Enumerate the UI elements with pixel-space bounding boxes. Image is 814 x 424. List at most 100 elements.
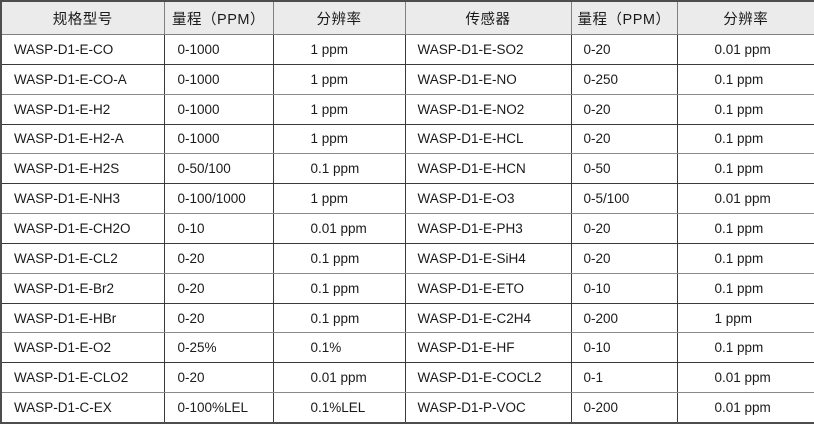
cell-model-left: WASP-D1-E-CL2	[1, 243, 165, 274]
cell-model-left: WASP-D1-E-H2-A	[1, 124, 165, 155]
column-header-sensor-right: 传感器	[405, 1, 572, 35]
cell-model-left: WASP-D1-E-HBr	[1, 303, 165, 334]
cell-resolution-right: 0.1 ppm	[677, 213, 814, 244]
cell-range-right: 0-1	[571, 362, 678, 394]
cell-model-left: WASP-D1-E-O2	[1, 332, 165, 364]
cell-sensor-right: WASP-D1-E-HF	[405, 332, 572, 364]
cell-range-right: 0-50	[571, 153, 678, 185]
cell-range-right: 0-20	[571, 213, 678, 244]
cell-resolution-right: 0.1 ppm	[677, 243, 814, 274]
cell-range-left: 0-1000	[164, 94, 274, 125]
table-row: WASP-D1-E-H2-A 0-1000 1 ppm WASP-D1-E-HCL 0-…	[1, 124, 814, 155]
cell-range-right: 0-10	[571, 332, 678, 364]
cell-range-left: 0-20	[164, 243, 274, 274]
cell-resolution-right: 0.1 ppm	[677, 124, 814, 155]
cell-sensor-right: WASP-D1-E-C2H4	[405, 303, 572, 334]
cell-sensor-right: WASP-D1-E-SiH4	[405, 243, 572, 274]
cell-range-left: 0-1000	[164, 64, 274, 95]
cell-resolution-right: 0.1 ppm	[677, 273, 814, 304]
cell-model-left: WASP-D1-E-NH3	[1, 183, 165, 215]
table-row: WASP-D1-E-CO-A 0-1000 1 ppm WASP-D1-E-NO 0-2…	[1, 64, 814, 95]
cell-sensor-right: WASP-D1-E-HCN	[405, 153, 572, 185]
cell-resolution-left: 1 ppm	[273, 94, 406, 125]
cell-sensor-right: WASP-D1-E-NO2	[405, 94, 572, 125]
cell-range-left: 0-1000	[164, 34, 274, 65]
table-row: WASP-D1-E-CLO2 0-20 0.01 ppm WASP-D1-E-COCL…	[1, 362, 814, 394]
table-row: WASP-D1-E-H2S 0-50/100 0.1 ppm WASP-D1-E-HC…	[1, 153, 814, 185]
table-row: WASP-D1-E-Br2 0-20 0.1 ppm WASP-D1-E-ETO 0-1…	[1, 273, 814, 304]
cell-range-left: 0-20	[164, 303, 274, 334]
cell-sensor-right: WASP-D1-E-PH3	[405, 213, 572, 244]
cell-resolution-left: 1 ppm	[273, 183, 406, 215]
cell-resolution-left: 0.01 ppm	[273, 362, 406, 394]
cell-range-left: 0-100%LEL	[164, 392, 274, 423]
cell-sensor-right: WASP-D1-E-SO2	[405, 34, 572, 65]
cell-resolution-left: 0.01 ppm	[273, 213, 406, 244]
cell-resolution-left: 1 ppm	[273, 34, 406, 65]
cell-model-left: WASP-D1-E-CLO2	[1, 362, 165, 394]
cell-range-right: 0-200	[571, 303, 678, 334]
table-body: WASP-D1-E-CO 0-1000 1 ppm WASP-D1-E-SO2 0-20…	[1, 34, 814, 423]
cell-range-right: 0-10	[571, 273, 678, 304]
table-row: WASP-D1-E-CL2 0-20 0.1 ppm WASP-D1-E-SiH4 0-…	[1, 243, 814, 274]
cell-sensor-right: WASP-D1-E-NO	[405, 64, 572, 95]
cell-resolution-right: 0.1 ppm	[677, 153, 814, 185]
table-row: WASP-D1-E-HBr 0-20 0.1 ppm WASP-D1-E-C2H4 0-…	[1, 303, 814, 334]
column-header-range-right: 量程（PPM）	[571, 1, 678, 35]
column-header-resolution-left: 分辨率	[273, 1, 406, 35]
cell-range-right: 0-5/100	[571, 183, 678, 215]
cell-resolution-right: 0.01 ppm	[677, 34, 814, 65]
table-header: 规格型号 量程（PPM） 分辨率 传感器 量程（PPM） 分辨率	[1, 1, 814, 35]
cell-resolution-right: 0.1 ppm	[677, 332, 814, 364]
cell-resolution-right: 1 ppm	[677, 303, 814, 334]
cell-resolution-left: 0.1%LEL	[273, 392, 406, 423]
cell-range-right: 0-20	[571, 34, 678, 65]
cell-range-right: 0-20	[571, 243, 678, 274]
cell-model-left: WASP-D1-E-CO	[1, 34, 165, 65]
cell-range-left: 0-20	[164, 362, 274, 394]
cell-resolution-right: 0.01 ppm	[677, 362, 814, 394]
cell-range-right: 0-250	[571, 64, 678, 95]
cell-model-left: WASP-D1-E-Br2	[1, 273, 165, 304]
cell-sensor-right: WASP-D1-E-COCL2	[405, 362, 572, 394]
cell-resolution-left: 0.1 ppm	[273, 273, 406, 304]
cell-sensor-right: WASP-D1-E-HCL	[405, 124, 572, 155]
column-header-model-left: 规格型号	[1, 1, 165, 35]
cell-resolution-left: 1 ppm	[273, 124, 406, 155]
table-row: WASP-D1-E-H2 0-1000 1 ppm WASP-D1-E-NO2 0-20…	[1, 94, 814, 125]
cell-resolution-left: 0.1 ppm	[273, 243, 406, 274]
cell-resolution-right: 0.1 ppm	[677, 94, 814, 125]
column-header-resolution-right: 分辨率	[677, 1, 814, 35]
table-header-row: 规格型号 量程（PPM） 分辨率 传感器 量程（PPM） 分辨率	[1, 1, 814, 35]
column-header-range-left: 量程（PPM）	[164, 1, 274, 35]
cell-model-left: WASP-D1-E-H2S	[1, 153, 165, 185]
table-row: WASP-D1-E-CO 0-1000 1 ppm WASP-D1-E-SO2 0-20…	[1, 34, 814, 65]
cell-resolution-left: 1 ppm	[273, 64, 406, 95]
cell-model-left: WASP-D1-E-CH2O	[1, 213, 165, 244]
cell-resolution-left: 0.1%	[273, 332, 406, 364]
cell-resolution-right: 0.01 ppm	[677, 183, 814, 215]
cell-model-left: WASP-D1-E-CO-A	[1, 64, 165, 95]
cell-range-right: 0-200	[571, 392, 678, 423]
cell-model-left: WASP-D1-E-H2	[1, 94, 165, 125]
table-row: WASP-D1-E-O2 0-25% 0.1% WASP-D1-E-HF 0-10 0.1…	[1, 332, 814, 364]
cell-range-left: 0-25%	[164, 332, 274, 364]
cell-resolution-left: 0.1 ppm	[273, 303, 406, 334]
cell-range-left: 0-100/1000	[164, 183, 274, 215]
cell-range-right: 0-20	[571, 124, 678, 155]
cell-resolution-right: 0.01 ppm	[714, 400, 771, 416]
table-row: WASP-D1-C-EX 0-100%LEL 0.1%LEL WASP-D1-P-VO…	[1, 392, 814, 423]
table-row: WASP-D1-E-CH2O 0-10 0.01 ppm WASP-D1-E-PH3 0…	[1, 213, 814, 244]
cell-sensor-right: WASP-D1-E-ETO	[405, 273, 572, 304]
cell-sensor-right: WASP-D1-P-VOC	[405, 392, 572, 423]
cell-resolution-left: 0.1 ppm	[273, 153, 406, 185]
cell-range-left: 0-1000	[164, 124, 274, 155]
cell-range-right: 0-20	[571, 94, 678, 125]
cell-range-left: 0-10	[164, 213, 274, 244]
cell-range-left: 0-20	[164, 273, 274, 304]
cell-resolution-right: 0.1 ppm	[677, 64, 814, 95]
cell-sensor-right: WASP-D1-E-O3	[405, 183, 572, 215]
table-row: WASP-D1-E-NH3 0-100/1000 1 ppm WASP-D1-E-O3…	[1, 183, 814, 215]
cell-range-left: 0-50/100	[164, 153, 274, 185]
